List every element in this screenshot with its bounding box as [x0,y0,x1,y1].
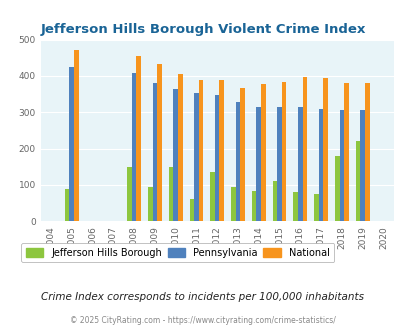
Bar [355,141,360,221]
Bar [297,108,302,221]
Bar [189,199,194,221]
Bar [272,181,277,221]
Bar [136,56,141,221]
Text: Jefferson Hills Borough Violent Crime Index: Jefferson Hills Borough Violent Crime In… [40,23,365,36]
Bar [214,95,219,221]
Bar [177,74,182,221]
Bar [230,186,235,221]
Bar [281,82,286,221]
Bar [302,77,307,221]
Bar [343,83,348,221]
Bar [323,78,327,221]
Bar [210,172,214,221]
Bar [157,64,161,221]
Bar [168,167,173,221]
Bar [318,109,323,221]
Legend: Jefferson Hills Borough, Pennsylvania, National: Jefferson Hills Borough, Pennsylvania, N… [21,243,334,262]
Bar [194,93,198,221]
Bar [198,80,203,221]
Text: © 2025 CityRating.com - https://www.cityrating.com/crime-statistics/: © 2025 CityRating.com - https://www.city… [70,315,335,325]
Bar [334,156,339,221]
Bar [148,186,152,221]
Bar [339,110,343,221]
Bar [127,167,132,221]
Bar [235,102,240,221]
Bar [219,80,224,221]
Bar [173,88,177,221]
Bar [240,88,244,221]
Text: Crime Index corresponds to incidents per 100,000 inhabitants: Crime Index corresponds to incidents per… [41,292,364,302]
Bar [260,84,265,221]
Bar [152,83,157,221]
Bar [69,67,74,221]
Bar [251,191,256,221]
Bar [313,194,318,221]
Bar [132,73,136,221]
Bar [293,192,297,221]
Bar [364,83,369,221]
Bar [74,50,79,221]
Bar [360,110,364,221]
Bar [256,108,260,221]
Bar [65,189,69,221]
Bar [277,108,281,221]
